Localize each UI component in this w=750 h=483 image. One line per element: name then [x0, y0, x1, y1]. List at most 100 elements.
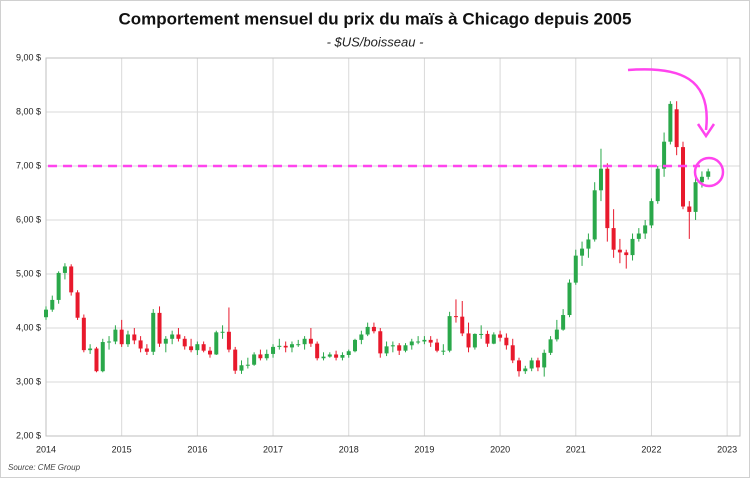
candle-body [624, 252, 629, 256]
candle-body [208, 350, 213, 355]
candle-body [510, 345, 515, 361]
candle-body [687, 206, 692, 212]
candle-body [655, 168, 660, 202]
candles [44, 101, 711, 377]
y-tick-label: 5,00 $ [16, 268, 41, 278]
candle-body [605, 168, 610, 229]
y-tick-label: 7,00 $ [16, 160, 41, 170]
x-tick-label: 2016 [187, 444, 207, 454]
candle-body [359, 334, 364, 340]
candle-body [447, 316, 452, 351]
x-tick-label: 2023 [717, 444, 737, 454]
candle-body [397, 345, 402, 351]
candle-body [453, 316, 458, 318]
candle-body [479, 333, 484, 335]
y-tick-label: 2,00 $ [16, 430, 41, 440]
candle-body [580, 248, 585, 256]
candle-body [271, 346, 276, 354]
candle-body [94, 348, 99, 372]
candle-body [239, 365, 244, 371]
candle-body [170, 334, 175, 339]
y-tick-label: 4,00 $ [16, 322, 41, 332]
candle-body [81, 317, 86, 351]
candle-body [50, 299, 55, 310]
candle-body [681, 147, 686, 207]
candle-body [233, 349, 238, 371]
candle-body [706, 171, 711, 177]
candle-body [643, 225, 648, 234]
highlight-circle [693, 156, 725, 188]
x-tick-label: 2021 [566, 444, 586, 454]
candle-body [384, 346, 389, 354]
candle-body [617, 249, 622, 253]
candle-body [346, 351, 351, 355]
candle-body [611, 228, 616, 250]
candle-body [258, 354, 263, 359]
candle-body [264, 353, 269, 359]
candle-body [132, 334, 137, 341]
candle-body [296, 344, 301, 346]
candle-body [100, 342, 105, 372]
x-tick-label: 2015 [112, 444, 132, 454]
candle-body [113, 329, 118, 342]
candle-body [403, 345, 408, 351]
candle-body [498, 334, 503, 338]
candle-body [668, 103, 673, 142]
candle-body [302, 338, 307, 345]
candle-body [308, 338, 313, 344]
candle-body [220, 331, 225, 333]
candle-body [151, 312, 156, 352]
x-tick-label: 2018 [339, 444, 359, 454]
candle-body [390, 345, 395, 347]
candle-body [315, 343, 320, 359]
candle-body [334, 354, 339, 358]
candle-body [56, 272, 61, 300]
candle-body [428, 339, 433, 343]
candle-body [592, 190, 597, 240]
candle-body [107, 341, 112, 343]
candle-body [409, 341, 414, 346]
candle-body [491, 334, 496, 344]
candle-body [214, 332, 219, 355]
candle-body [201, 344, 206, 351]
candle-body [485, 333, 490, 344]
candle-body [699, 176, 704, 183]
chart-subtitle: - $US/boisseau - [327, 34, 424, 49]
candle-body [138, 340, 143, 349]
candle-body [163, 338, 168, 344]
candle-body [523, 368, 528, 372]
x-tick-label: 2019 [414, 444, 434, 454]
candle-body [277, 345, 282, 347]
candle-body [44, 309, 48, 318]
candle-body [371, 326, 376, 332]
candle-body [435, 342, 440, 351]
x-tick-label: 2022 [641, 444, 661, 454]
y-tick-label: 8,00 $ [16, 106, 41, 116]
candle-body [226, 331, 231, 350]
candle-body [119, 329, 124, 345]
candle-body [176, 334, 181, 339]
candle-body [252, 354, 257, 365]
candle-body [535, 360, 540, 368]
candle-body [327, 354, 332, 357]
candle-body [75, 292, 80, 318]
y-tick-label: 9,00 $ [16, 52, 41, 62]
candle-body [554, 329, 559, 340]
grid: 2,00 $ 3,00 $ 4,00 $ 5,00 $ 6,00 $ 7,00 $ 8,00… [16, 52, 741, 454]
candle-body [693, 182, 698, 212]
arrow [627, 68, 708, 131]
candle-body [472, 333, 477, 348]
candle-body [62, 266, 67, 273]
candle-body [69, 266, 74, 293]
candle-body [649, 201, 654, 226]
candle-body [245, 364, 250, 366]
candle-body [416, 341, 421, 343]
candle-body [378, 331, 383, 354]
annotations [48, 68, 725, 188]
candle-body [598, 168, 603, 191]
candle-body [529, 360, 534, 369]
candle-body [630, 238, 635, 256]
candle-body [340, 355, 345, 358]
